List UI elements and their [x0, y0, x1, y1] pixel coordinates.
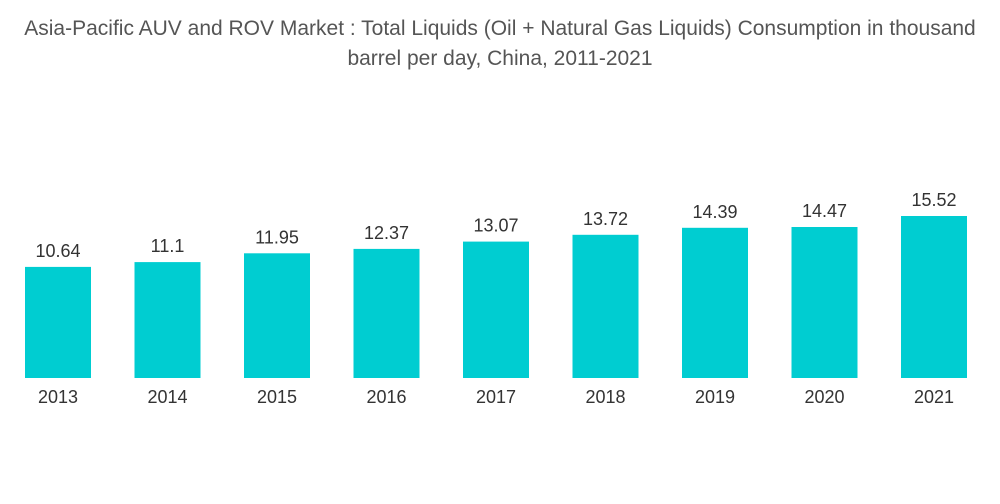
x-tick-label-2017: 2017 [476, 387, 516, 407]
data-label-2017: 13.07 [473, 216, 518, 236]
x-tick-label-2020: 2020 [804, 387, 844, 407]
data-label-2015: 11.95 [255, 227, 299, 247]
data-label-2013: 10.64 [35, 241, 80, 261]
bar-2014 [134, 262, 201, 378]
bar-2020 [791, 227, 858, 378]
bar-2016 [353, 248, 420, 378]
x-tick-label-2015: 2015 [257, 387, 297, 407]
bar-2017 [463, 241, 529, 378]
data-label-2016: 12.37 [364, 223, 409, 243]
data-label-2020: 14.47 [802, 201, 847, 221]
bar-2013 [25, 266, 91, 378]
data-label-2018: 13.72 [583, 209, 628, 229]
data-label-2014: 11.1 [151, 236, 185, 256]
data-label-2019: 14.39 [692, 202, 737, 222]
chart-title: Asia-Pacific AUV and ROV Market : Total … [24, 17, 976, 70]
x-tick-label-2014: 2014 [147, 387, 187, 407]
bar-2015 [244, 253, 310, 378]
x-tick-label-2013: 2013 [38, 387, 78, 407]
bar-2018 [572, 234, 639, 378]
data-label-2021: 15.52 [911, 190, 956, 210]
bar-2021 [901, 216, 967, 378]
x-tick-label-2019: 2019 [695, 387, 735, 407]
x-tick-label-2016: 2016 [366, 387, 406, 407]
x-tick-label-2018: 2018 [585, 387, 625, 407]
bar-2019 [682, 227, 748, 378]
x-tick-label-2021: 2021 [914, 387, 954, 407]
